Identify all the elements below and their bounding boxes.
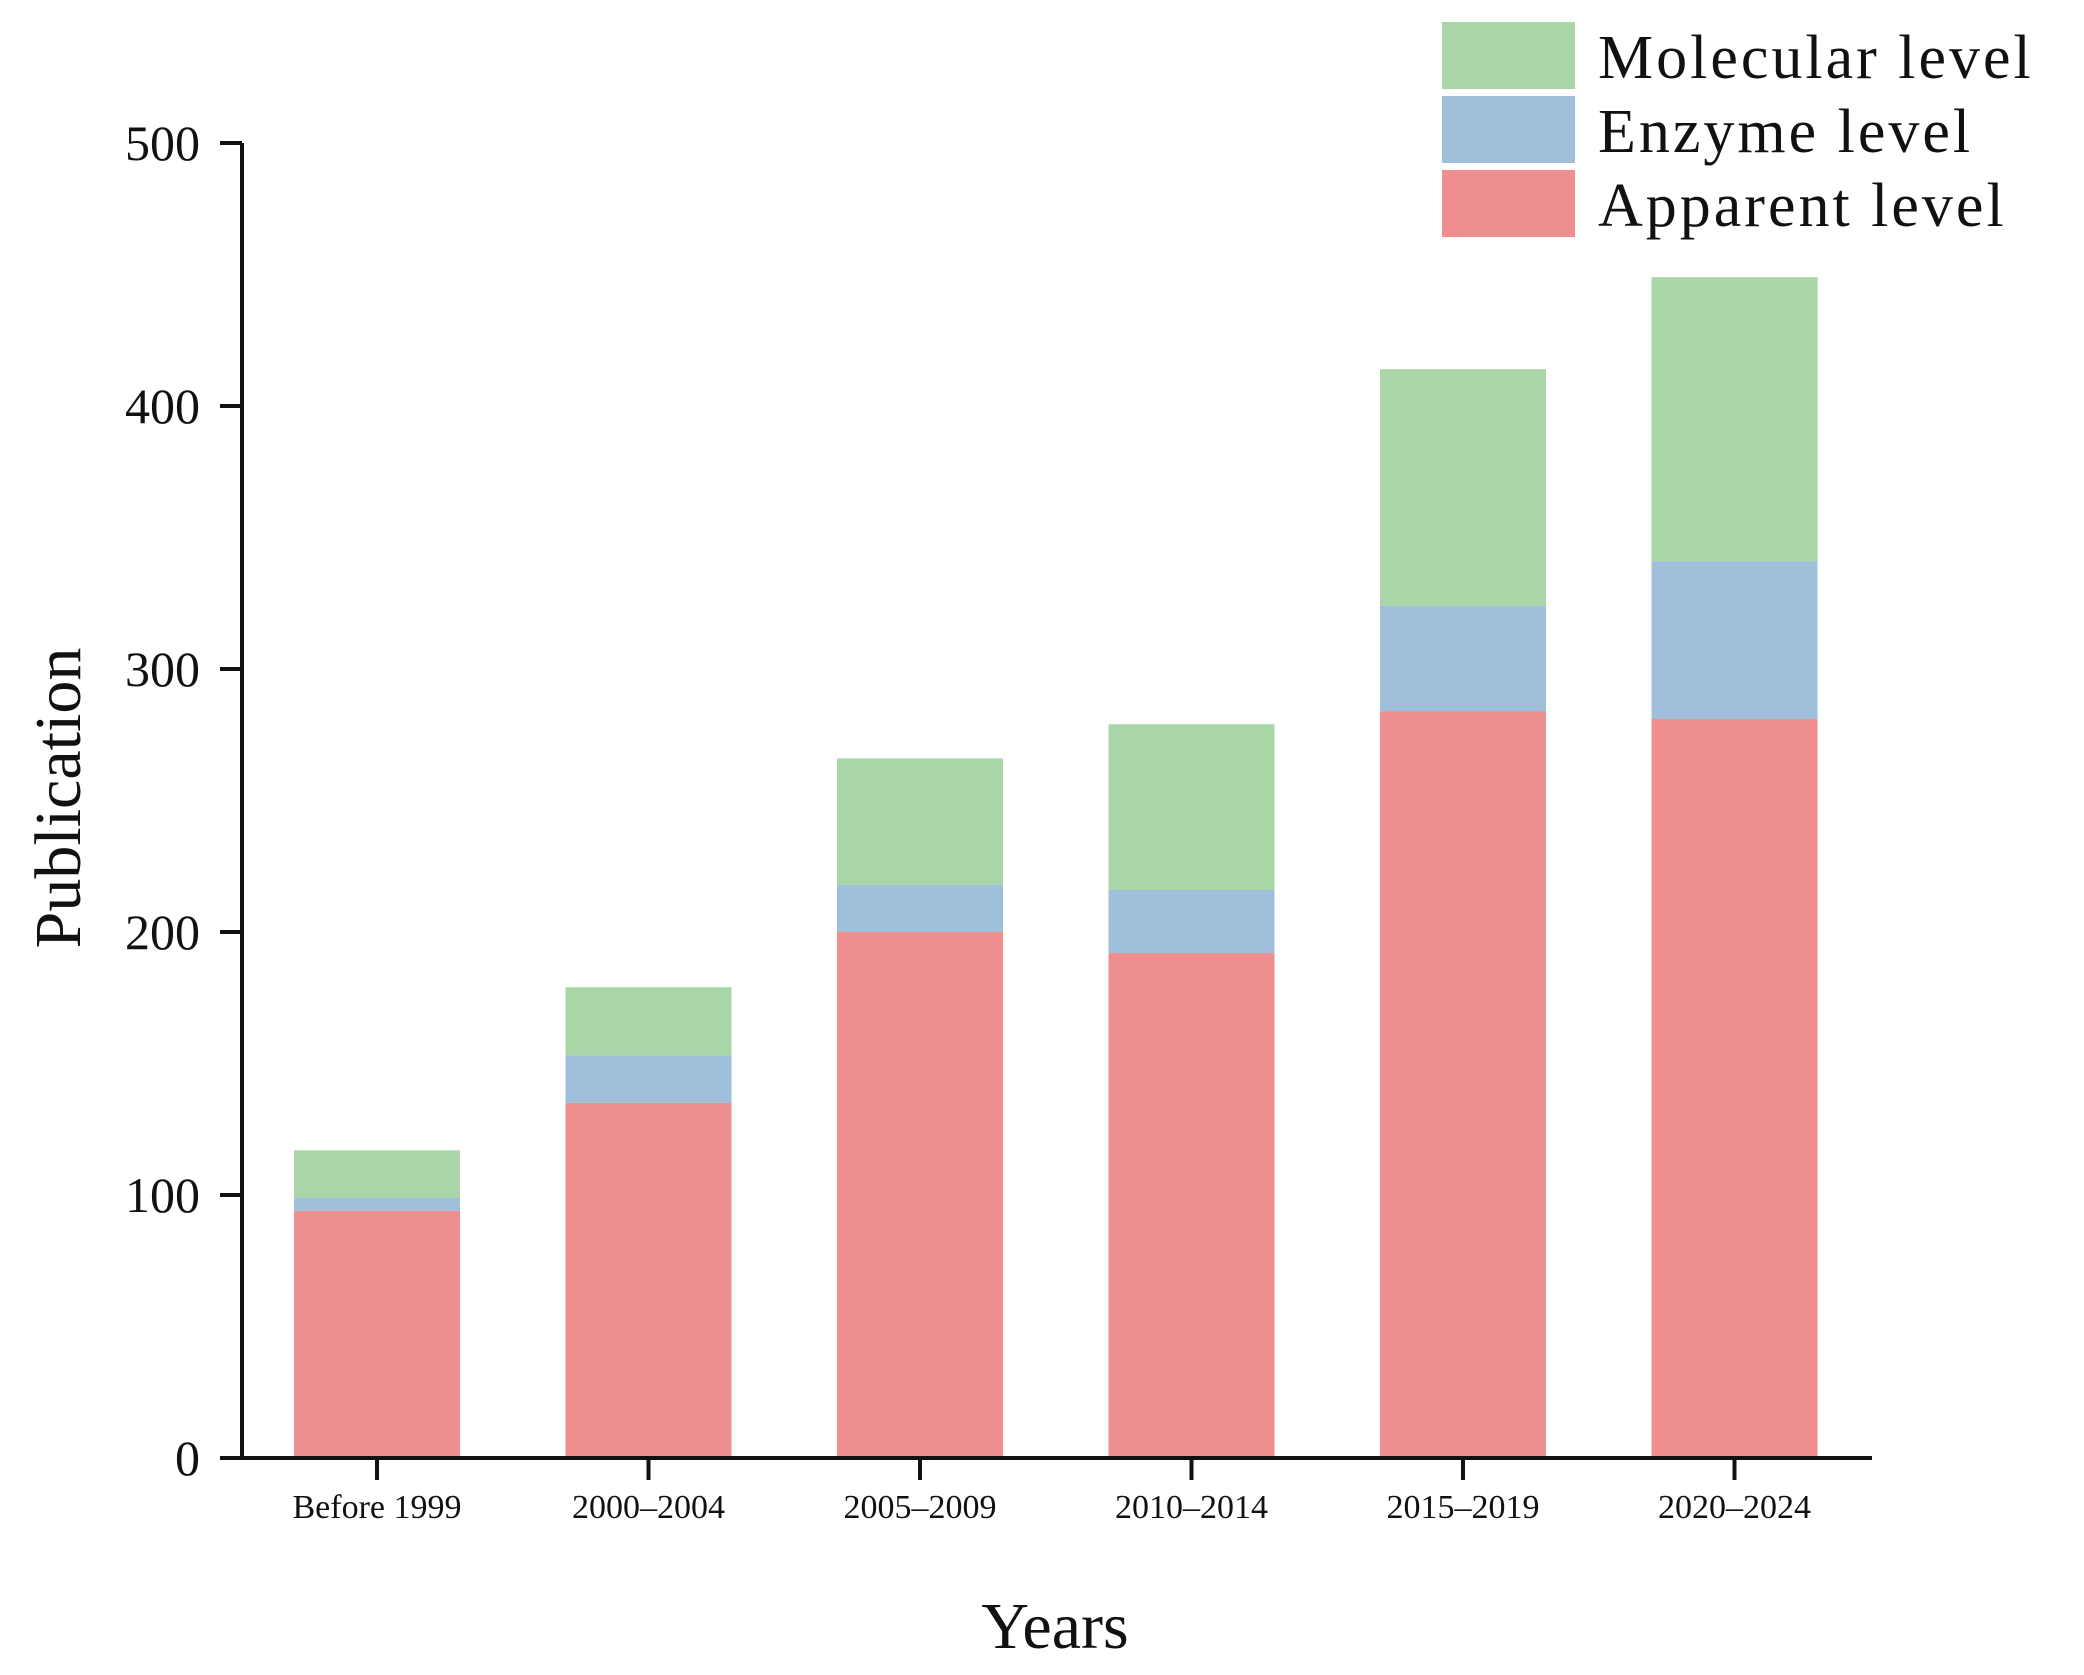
x-tick-label-2010-2014: 2010–2014 <box>1115 1489 1268 1526</box>
bar-2005-2009-enzyme-level <box>837 884 1003 932</box>
axes-layer <box>240 143 1872 1460</box>
x-tick-label-2020-2024: 2020–2024 <box>1658 1489 1811 1526</box>
x-axis-title: Years <box>981 1590 1128 1663</box>
x-tick-label-2000-2004: 2000–2004 <box>572 1489 725 1526</box>
bar-2005-2009-apparent-level <box>837 932 1003 1458</box>
legend-label-molecular-level: Molecular level <box>1598 24 2034 92</box>
y-tick-label-400: 400 <box>125 378 200 434</box>
x-tick-label-2015-2019: 2015–2019 <box>1387 1489 1540 1526</box>
bar-before-1999-enzyme-level <box>294 1197 460 1211</box>
x-tick-label-2005-2009: 2005–2009 <box>844 1489 997 1526</box>
bar-2015-2019-apparent-level <box>1380 711 1546 1458</box>
legend-label-apparent-level: Apparent level <box>1598 172 2007 240</box>
bar-before-1999-molecular-level <box>294 1150 460 1198</box>
y-tick-label-0: 0 <box>175 1430 200 1486</box>
bar-2010-2014-apparent-level <box>1108 953 1275 1458</box>
bar-2000-2004-enzyme-level <box>565 1055 732 1103</box>
y-tick-label-300: 300 <box>125 641 200 697</box>
y-tick-label-500: 500 <box>125 115 200 171</box>
bar-2020-2024-molecular-level <box>1651 277 1818 562</box>
legend-label-enzyme-level: Enzyme level <box>1598 98 1973 166</box>
bar-2005-2009-molecular-level <box>837 758 1003 885</box>
x-ticks: Before 1999 2000–2004 2005–2009 2010–2014 20… <box>292 1458 1811 1526</box>
legend-swatch-apparent-level <box>1442 170 1575 237</box>
bar-2010-2014-molecular-level <box>1108 724 1275 890</box>
y-tick-label-100: 100 <box>125 1167 200 1223</box>
x-tick-label-before-1999: Before 1999 <box>292 1489 461 1526</box>
bar-2015-2019-enzyme-level <box>1380 605 1546 712</box>
bar-before-1999-apparent-level <box>294 1210 460 1458</box>
legend-swatch-molecular-level <box>1442 22 1575 89</box>
bar-2020-2024-apparent-level <box>1651 718 1818 1458</box>
bar-2000-2004-apparent-level <box>565 1102 732 1458</box>
y-ticks: 0 100 200 300 400 500 <box>125 115 242 1486</box>
y-tick-label-200: 200 <box>125 904 200 960</box>
bar-2000-2004-molecular-level <box>565 987 732 1056</box>
bar-2015-2019-molecular-level <box>1380 369 1546 606</box>
bars-layer <box>294 277 1818 1458</box>
bar-2010-2014-enzyme-level <box>1108 889 1275 954</box>
bar-2020-2024-enzyme-level <box>1651 561 1818 719</box>
y-axis-title: Publication <box>22 648 95 949</box>
legend-swatch-enzyme-level <box>1442 96 1575 163</box>
